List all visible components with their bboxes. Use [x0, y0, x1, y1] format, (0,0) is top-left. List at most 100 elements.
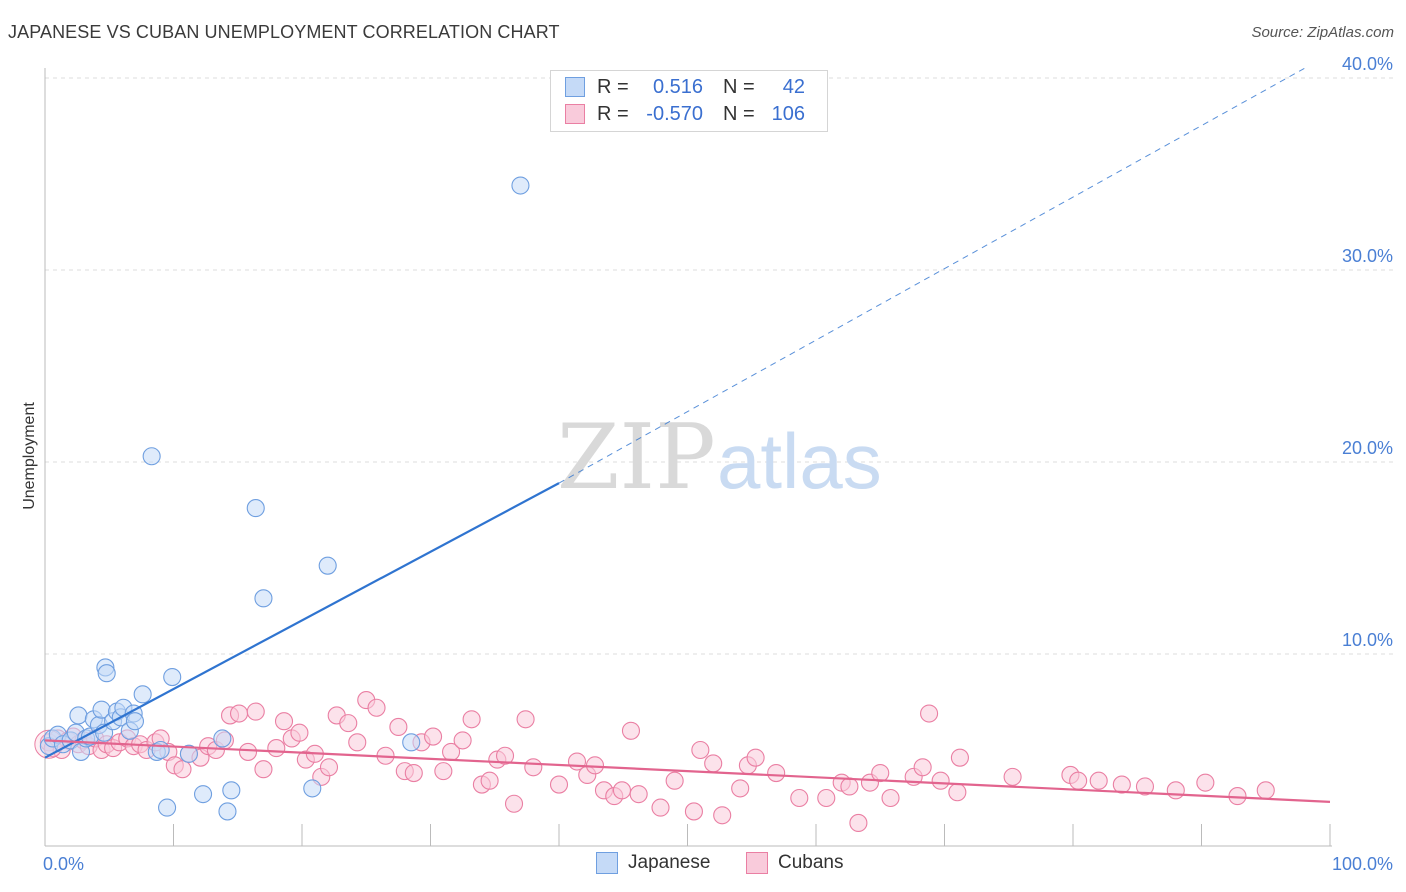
- bottom-legend-label-cubans: Cubans: [778, 852, 844, 873]
- bottom-legend-swatch-japanese: [596, 852, 618, 874]
- legend-swatch-japanese: [565, 77, 585, 97]
- cubans-point: [629, 785, 648, 804]
- series-japanese: [39, 176, 530, 821]
- japanese-trend-line: [44, 482, 560, 759]
- legend-n-label: N =: [723, 102, 755, 125]
- cubans-point: [931, 771, 950, 790]
- cubans-point: [229, 704, 249, 723]
- gridlines: [45, 77, 1395, 655]
- cubans-point: [367, 698, 386, 717]
- cubans-point: [871, 763, 890, 783]
- cubans-point: [665, 771, 684, 790]
- legend-r-label: R =: [597, 102, 629, 125]
- cubans-point: [849, 813, 868, 833]
- legend-n-value: 42: [782, 75, 805, 98]
- y-axis-label: Unemployment: [21, 402, 38, 510]
- legend-r-label: R =: [597, 75, 629, 98]
- japanese-point: [142, 447, 161, 466]
- cubans-point: [549, 775, 569, 794]
- watermark-zip: ZIP: [557, 405, 716, 510]
- cubans-point: [504, 794, 524, 813]
- source-label: Source: ZipAtlas.com: [1251, 24, 1394, 41]
- cubans-point: [290, 723, 309, 742]
- cubans-point: [612, 781, 632, 800]
- japanese-point: [69, 706, 88, 725]
- cubans-point: [480, 771, 499, 790]
- japanese-point: [158, 798, 177, 817]
- x-tick-label: 100.0%: [1332, 854, 1393, 874]
- bottom-legend: Japanese Cubans: [0, 852, 1406, 878]
- cubans-point: [713, 806, 732, 825]
- cubans-point: [462, 710, 481, 729]
- cubans-point: [1166, 781, 1185, 800]
- japanese-point: [179, 744, 198, 763]
- legend-n-label: N =: [723, 75, 755, 98]
- cubans-point: [651, 798, 670, 817]
- cubans-point: [319, 758, 339, 777]
- cubans-point: [238, 742, 258, 761]
- chart-title: JAPANESE VS CUBAN UNEMPLOYMENT CORRELATI…: [8, 22, 560, 42]
- japanese-point: [125, 712, 144, 731]
- cubans-point: [495, 746, 515, 765]
- y-tick-label: 40.0%: [1342, 54, 1393, 74]
- cubans-point: [348, 733, 367, 752]
- legend-swatch-cubans: [565, 104, 585, 124]
- cubans-point: [1256, 781, 1275, 800]
- cubans-point: [1089, 771, 1108, 790]
- watermark-atlas: atlas: [717, 417, 882, 505]
- cubans-point: [267, 739, 286, 758]
- japanese-point: [511, 176, 530, 195]
- cubans-point: [704, 754, 723, 773]
- watermark: ZIP atlas: [557, 405, 882, 510]
- cubans-trend-line: [44, 739, 1331, 803]
- legend-row-cubans: R = -0.570 N = 106: [565, 103, 805, 125]
- cubans-point: [840, 777, 859, 796]
- cubans-point: [339, 714, 358, 733]
- bottom-legend-cubans: Cubans: [746, 852, 844, 874]
- cubans-point: [1196, 773, 1215, 792]
- legend: R = 0.516 N = 42 R = -0.570 N = 106: [550, 70, 828, 132]
- cubans-point: [404, 763, 423, 783]
- cubans-point: [1112, 775, 1131, 794]
- legend-r-value: -0.570: [646, 102, 703, 125]
- y-tick-label: 10.0%: [1342, 630, 1393, 650]
- japanese-point: [254, 589, 273, 608]
- cubans-point: [254, 760, 273, 779]
- cubans-point: [1135, 777, 1155, 796]
- cubans-point: [817, 788, 836, 808]
- cubans-point: [246, 702, 265, 721]
- japanese-point: [303, 779, 322, 798]
- x-tick-label: 0.0%: [43, 854, 84, 874]
- cubans-point: [1069, 771, 1088, 790]
- japanese-point: [133, 685, 152, 704]
- cubans-point: [881, 788, 900, 808]
- legend-r-value: 0.516: [652, 75, 703, 98]
- cubans-point: [434, 762, 453, 781]
- cubans-point: [691, 740, 710, 760]
- bottom-legend-swatch-cubans: [746, 852, 768, 874]
- cubans-point: [790, 788, 809, 808]
- japanese-point: [402, 733, 421, 752]
- japanese-point: [218, 802, 237, 821]
- japanese-point: [213, 729, 232, 748]
- cubans-point: [621, 721, 641, 740]
- cubans-point: [746, 748, 765, 767]
- cubans-point: [948, 783, 967, 802]
- japanese-point: [246, 499, 265, 518]
- trend-lines: [44, 67, 1331, 803]
- bottom-legend-label-japanese: Japanese: [628, 852, 711, 873]
- bottom-legend-japanese: Japanese: [596, 852, 710, 874]
- cubans-point: [731, 779, 750, 798]
- japanese-point: [97, 664, 116, 683]
- cubans-point: [1003, 767, 1022, 786]
- y-tick-label: 30.0%: [1342, 246, 1393, 266]
- tick-labels: 10.0% 20.0% 30.0% 40.0% 0.0% 100.0%: [43, 54, 1393, 874]
- cubans-point: [389, 717, 408, 737]
- cubans-point: [424, 727, 443, 746]
- cubans-point: [173, 760, 192, 779]
- cubans-point: [274, 712, 294, 731]
- legend-row-japanese: R = 0.516 N = 42: [565, 76, 805, 98]
- cubans-point: [950, 748, 969, 767]
- series-cubans: [34, 691, 1275, 833]
- japanese-point: [151, 740, 170, 760]
